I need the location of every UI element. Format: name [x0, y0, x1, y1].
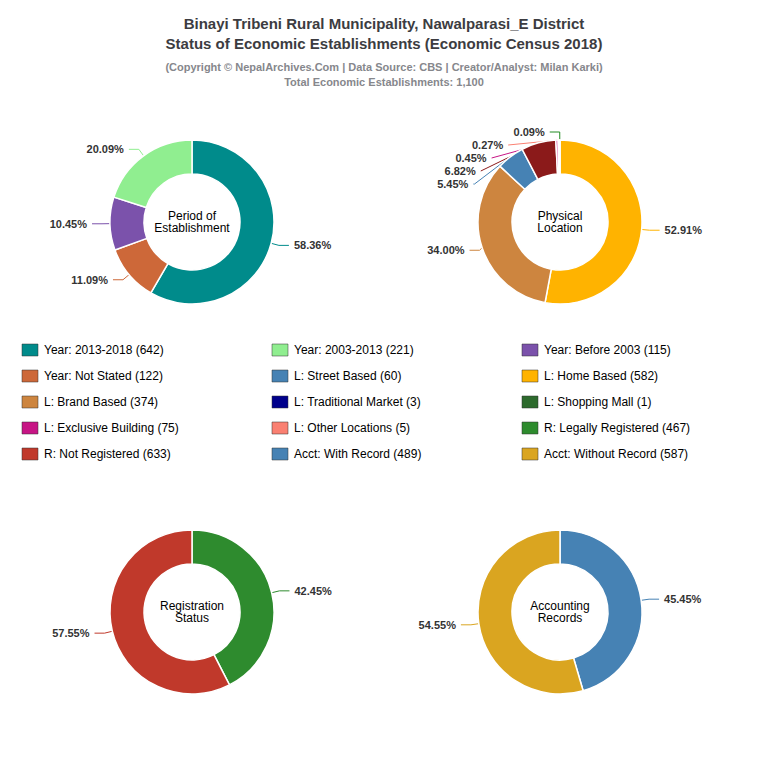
svg-text:Registration: Registration	[160, 599, 224, 613]
svg-text:Acct: Without Record (587): Acct: Without Record (587)	[544, 447, 688, 461]
svg-text:0.27%: 0.27%	[472, 139, 503, 151]
svg-text:L: Shopping Mall (1): L: Shopping Mall (1)	[544, 395, 651, 409]
svg-text:L: Traditional Market (3): L: Traditional Market (3)	[294, 395, 421, 409]
svg-text:58.36%: 58.36%	[294, 239, 332, 251]
svg-text:Records: Records	[538, 611, 583, 625]
svg-text:Status of Economic Establishme: Status of Economic Establishments (Econo…	[166, 35, 603, 52]
svg-text:42.45%: 42.45%	[294, 585, 332, 597]
svg-text:L: Home Based (582): L: Home Based (582)	[544, 369, 658, 383]
svg-text:57.55%: 57.55%	[52, 627, 90, 639]
svg-text:34.00%: 34.00%	[427, 244, 465, 256]
svg-text:L: Other Locations (5): L: Other Locations (5)	[294, 421, 410, 435]
svg-text:Status: Status	[175, 611, 209, 625]
svg-text:20.09%: 20.09%	[87, 143, 125, 155]
svg-text:0.45%: 0.45%	[455, 152, 486, 164]
svg-text:Establishment: Establishment	[154, 221, 230, 235]
svg-text:Acct: With Record (489): Acct: With Record (489)	[294, 447, 421, 461]
svg-text:Location: Location	[537, 221, 582, 235]
svg-text:11.09%: 11.09%	[71, 274, 108, 286]
svg-text:Binayi Tribeni Rural Municipal: Binayi Tribeni Rural Municipality, Nawal…	[184, 15, 585, 32]
svg-text:Accounting: Accounting	[530, 599, 590, 613]
svg-text:Year: 2003-2013 (221): Year: 2003-2013 (221)	[294, 343, 414, 357]
svg-text:L: Brand Based (374): L: Brand Based (374)	[44, 395, 158, 409]
svg-text:Total Economic Establishments:: Total Economic Establishments: 1,100	[284, 76, 484, 88]
svg-text:L: Exclusive Building (75): L: Exclusive Building (75)	[44, 421, 179, 435]
svg-text:5.45%: 5.45%	[437, 178, 468, 190]
svg-text:0.09%: 0.09%	[514, 126, 545, 138]
svg-text:45.45%: 45.45%	[664, 593, 702, 605]
svg-text:L: Street Based (60): L: Street Based (60)	[294, 369, 401, 383]
svg-text:54.55%: 54.55%	[419, 619, 457, 631]
svg-text:Year: Not Stated (122): Year: Not Stated (122)	[44, 369, 163, 383]
svg-text:10.45%: 10.45%	[50, 218, 88, 230]
svg-text:(Copyright © NepalArchives.Com: (Copyright © NepalArchives.Com | Data So…	[165, 61, 603, 73]
svg-text:6.82%: 6.82%	[445, 165, 476, 177]
svg-text:R: Not Registered (633): R: Not Registered (633)	[44, 447, 171, 461]
svg-text:R: Legally Registered (467): R: Legally Registered (467)	[544, 421, 690, 435]
svg-text:Year: 2013-2018 (642): Year: 2013-2018 (642)	[44, 343, 164, 357]
svg-text:Period of: Period of	[168, 209, 216, 223]
svg-text:Physical: Physical	[537, 209, 583, 223]
svg-text:52.91%: 52.91%	[665, 224, 703, 236]
svg-text:Year: Before 2003 (115): Year: Before 2003 (115)	[544, 343, 671, 357]
